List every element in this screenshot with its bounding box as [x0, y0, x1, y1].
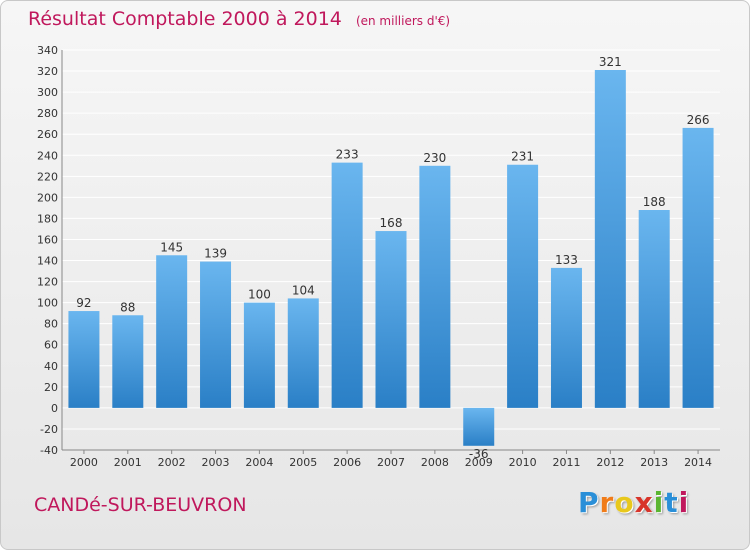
- y-tick-label: 180: [37, 212, 58, 225]
- bar-2007: [375, 231, 407, 408]
- data-label: 233: [336, 148, 359, 162]
- x-tick-label: 2001: [114, 456, 142, 469]
- bar-2008: [419, 165, 451, 408]
- y-tick-label: 300: [37, 86, 58, 99]
- x-tick-label: 2005: [289, 456, 317, 469]
- data-label: 230: [423, 151, 446, 165]
- y-tick-label: 340: [37, 44, 58, 57]
- town-name: CANDé-SUR-BEUVRON: [34, 494, 247, 516]
- y-tick-label: 260: [37, 128, 58, 141]
- x-tick-label: 2013: [640, 456, 668, 469]
- x-tick-label: 2004: [245, 456, 273, 469]
- logo-letter: r: [599, 486, 615, 519]
- y-tick-label: 220: [37, 170, 58, 183]
- x-tick-label: 2002: [158, 456, 186, 469]
- y-tick-label: -40: [40, 444, 58, 457]
- bar-2000: [68, 311, 100, 408]
- y-tick-label: 120: [37, 276, 58, 289]
- x-tick-label: 2008: [421, 456, 449, 469]
- data-label: 231: [511, 150, 534, 164]
- y-tick-label: 80: [44, 318, 58, 331]
- logo-letter: o: [614, 486, 635, 519]
- x-tick-label: 2003: [202, 456, 230, 469]
- y-tick-label: 60: [44, 339, 58, 352]
- logo-letter: P: [578, 486, 600, 519]
- bar-2010: [507, 164, 539, 408]
- data-label: 92: [76, 296, 91, 310]
- data-label: 104: [292, 283, 315, 297]
- logo-letter: t: [664, 486, 679, 519]
- data-label: 100: [248, 288, 271, 302]
- data-label: 321: [599, 55, 622, 69]
- y-tick-label: 320: [37, 65, 58, 78]
- data-label: 145: [160, 240, 183, 254]
- y-tick-label: 240: [37, 149, 58, 162]
- x-tick-label: 2007: [377, 456, 405, 469]
- x-tick-label: 2006: [333, 456, 361, 469]
- y-tick-label: 280: [37, 107, 58, 120]
- data-label: 266: [687, 113, 710, 127]
- bar-layer: [68, 70, 714, 446]
- x-tick-label: 2010: [509, 456, 537, 469]
- y-tick-label: 20: [44, 381, 58, 394]
- y-tick-label: 160: [37, 233, 58, 246]
- bar-2009: [463, 407, 495, 446]
- chart-title: Résultat Comptable 2000 à 2014 (en milli…: [28, 8, 450, 30]
- data-label: 133: [555, 253, 578, 267]
- logo-letter: i: [653, 486, 665, 519]
- y-tick-label: -20: [40, 423, 58, 436]
- x-tick-label: 2000: [70, 456, 98, 469]
- bar-2006: [331, 162, 363, 408]
- bar-2013: [638, 210, 670, 408]
- data-label: 88: [120, 300, 135, 314]
- proxiti-logo: Proxiti: [578, 486, 689, 519]
- chart-title-text: Résultat Comptable 2000 à 2014: [28, 8, 342, 30]
- bar-2001: [112, 315, 144, 408]
- data-label: 188: [643, 195, 666, 209]
- data-label: 139: [204, 247, 227, 261]
- data-label: 168: [380, 216, 403, 230]
- chart-unit-subtitle: (en milliers d'€): [355, 14, 451, 28]
- bar-2005: [287, 298, 319, 408]
- y-tick-label: 100: [37, 297, 58, 310]
- x-tick-label: 2012: [596, 456, 624, 469]
- bar-2002: [156, 255, 188, 408]
- y-tick-label: 140: [37, 255, 58, 268]
- y-tick-label: 0: [51, 402, 58, 415]
- bar-2014: [682, 127, 714, 408]
- x-tick-label: 2009: [465, 456, 493, 469]
- y-tick-label: 200: [37, 191, 58, 204]
- logo-letter: x: [634, 486, 654, 519]
- logo-letter: i: [678, 486, 690, 519]
- y-tick-label: 40: [44, 360, 58, 373]
- bar-2011: [550, 267, 582, 408]
- bar-2003: [200, 261, 232, 408]
- x-tick-label: 2011: [552, 456, 580, 469]
- data-label: -36: [469, 447, 489, 461]
- bar-2004: [243, 302, 275, 408]
- x-tick-label: 2014: [684, 456, 712, 469]
- label-layer: -40 -20 0 20 40 60 80 100 120 140 160 180 200 220 240 2…: [37, 44, 712, 469]
- bar-2012: [594, 70, 626, 408]
